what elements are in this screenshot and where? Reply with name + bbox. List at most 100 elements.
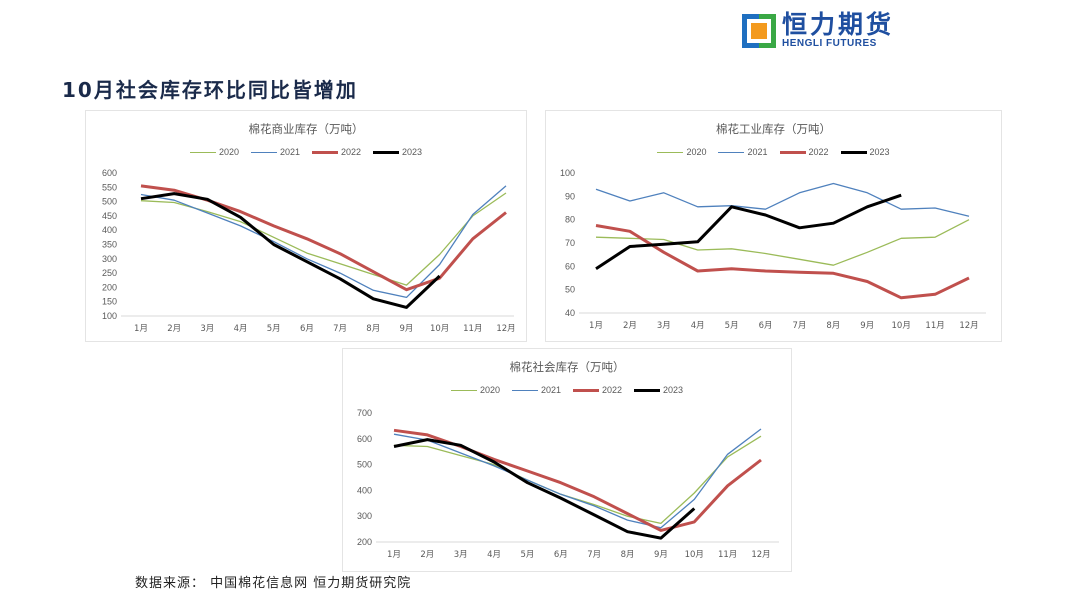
x-tick-label: 11月	[463, 324, 482, 334]
y-tick-label: 100	[560, 168, 575, 178]
legend-label: 2021	[747, 147, 768, 157]
logo-en: HENGLI FUTURES	[782, 38, 877, 49]
legend-label: 2022	[808, 147, 829, 157]
legend-swatch	[312, 150, 338, 154]
legend-item: 2021	[718, 147, 768, 157]
legend-item: 2021	[250, 147, 300, 157]
x-tick-label: 3月	[454, 550, 468, 560]
x-tick-label: 8月	[826, 321, 840, 331]
y-tick-label: 60	[565, 261, 575, 271]
chart-title: 棉花工业库存（万吨）	[716, 122, 831, 136]
legend-label: 2022	[602, 385, 623, 395]
legend-label: 2020	[686, 147, 707, 157]
x-tick-label: 10月	[430, 324, 449, 334]
legend-label: 2020	[218, 147, 239, 157]
slide-title: 10月社会库存环比同比皆增加	[62, 78, 358, 102]
series-line-2021	[595, 182, 970, 217]
y-tick-label: 350	[102, 240, 117, 250]
legend-label: 2021	[540, 385, 561, 395]
series-line-2021	[393, 428, 762, 529]
y-tick-label: 200	[102, 282, 117, 292]
y-tick-label: 450	[102, 211, 117, 221]
legend-item: 2020	[189, 147, 239, 157]
legend-item: 2022	[312, 147, 361, 157]
legend-item: 2023	[634, 385, 683, 395]
legend-label: 2020	[479, 385, 500, 395]
x-tick-label: 1月	[589, 321, 603, 331]
logo-mark-icon	[742, 13, 776, 48]
y-tick-label: 40	[565, 308, 575, 318]
legend-swatch	[189, 151, 216, 153]
y-tick-label: 500	[102, 197, 117, 207]
series-line-2023	[595, 193, 902, 270]
series-line-2020	[140, 192, 507, 286]
hengli-logo: 恒力期货 HENGLI FUTURES	[742, 12, 894, 49]
x-tick-label: 8月	[366, 324, 380, 334]
x-tick-label: 7月	[333, 324, 347, 334]
legend-swatch	[657, 151, 684, 153]
y-tick-label: 300	[357, 511, 372, 521]
legend-swatch	[840, 150, 867, 154]
x-tick-label: 5月	[267, 324, 281, 334]
chart-title: 棉花商业库存（万吨）	[248, 122, 364, 136]
logo-cn: 恒力期货	[782, 10, 895, 39]
legend-item: 2022	[779, 147, 829, 157]
data-source: 数据来源： 中国棉花信息网 恒力期货研究院	[135, 576, 412, 591]
x-tick-label: 5月	[520, 550, 534, 560]
chart-legend: 2020 2021 2022 2023	[343, 385, 791, 395]
chart-plot: 100 150 200 250 300 350 400 450 500 550 600 1月 2月 3月 4…	[102, 168, 516, 334]
x-tick-label: 9月	[654, 550, 668, 560]
y-tick-label: 150	[102, 297, 117, 307]
x-tick-label: 11月	[925, 321, 944, 331]
series-line-2022	[140, 184, 507, 292]
series-line-2023	[393, 438, 696, 540]
x-tick-label: 12月	[751, 550, 770, 560]
x-tick-label: 5月	[725, 321, 739, 331]
y-tick-label: 400	[357, 485, 372, 495]
legend-swatch	[450, 389, 477, 391]
x-tick-label: 9月	[399, 324, 413, 334]
x-tick-label: 2月	[623, 321, 637, 331]
y-tick-label: 400	[102, 225, 117, 235]
legend-item: 2020	[450, 385, 500, 395]
legend-swatch	[573, 388, 599, 392]
chart-legend: 2020 2021 2022 2023	[546, 147, 1001, 157]
legend-item: 2023	[840, 147, 890, 157]
legend-item: 2020	[657, 147, 706, 157]
y-tick-label: 500	[357, 460, 372, 470]
legend-label: 2023	[663, 385, 684, 395]
x-tick-label: 3月	[657, 321, 671, 331]
industrial-inventory-chart: 棉花工业库存（万吨） 2020 2021 2022 2023 40 50 60 70 80 90 10…	[545, 110, 1002, 342]
legend-swatch	[373, 150, 400, 154]
x-tick-label: 3月	[200, 324, 214, 334]
y-tick-label: 100	[102, 311, 117, 321]
legend-swatch	[634, 388, 661, 392]
series-line-2020	[595, 219, 970, 266]
y-tick-label: 600	[102, 168, 117, 178]
x-tick-label: 8月	[621, 550, 635, 560]
y-tick-label: 200	[357, 537, 372, 547]
x-tick-label: 9月	[860, 321, 874, 331]
legend-label: 2023	[402, 147, 423, 157]
y-tick-label: 70	[565, 238, 575, 248]
x-tick-label: 12月	[496, 324, 515, 334]
x-tick-label: 11月	[718, 550, 737, 560]
legend-item: 2021	[511, 385, 561, 395]
x-tick-label: 1月	[134, 324, 148, 334]
x-tick-label: 7月	[587, 550, 601, 560]
x-tick-label: 6月	[554, 550, 568, 560]
x-tick-label: 10月	[685, 550, 704, 560]
y-tick-label: 90	[565, 191, 575, 201]
x-tick-label: 1月	[387, 550, 401, 560]
x-tick-label: 4月	[691, 321, 705, 331]
y-tick-label: 700	[357, 408, 372, 418]
x-tick-label: 7月	[792, 321, 806, 331]
commercial-inventory-chart: 棉花商业库存（万吨） 2020 2021 2022 2023 100 150 200 250 30…	[85, 110, 527, 342]
legend-label: 2021	[279, 147, 300, 157]
x-tick-label: 10月	[892, 321, 911, 331]
series-line-2021	[140, 185, 507, 299]
y-tick-label: 50	[565, 285, 575, 295]
legend-swatch	[511, 389, 538, 391]
x-tick-label: 6月	[300, 324, 314, 334]
y-tick-label: 250	[102, 268, 117, 278]
